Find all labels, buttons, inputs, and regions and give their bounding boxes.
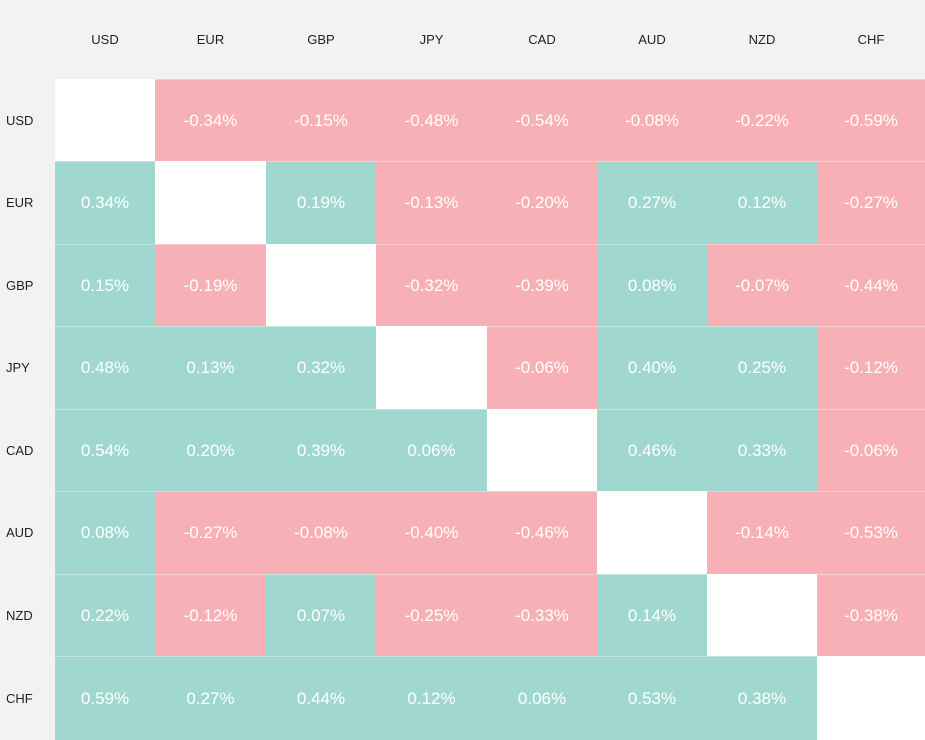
cell-jpy-gbp: 0.32% (266, 326, 376, 409)
row-header-gbp: GBP (6, 277, 34, 293)
cell-usd-gbp: -0.15% (266, 79, 376, 161)
cell-chf-jpy: 0.12% (376, 656, 487, 740)
row-header-chf: CHF (6, 690, 33, 706)
cell-usd-chf: -0.59% (817, 79, 925, 161)
cell-jpy-eur: 0.13% (155, 326, 266, 409)
cell-cad-gbp: 0.39% (266, 409, 376, 491)
cell-chf-aud: 0.53% (597, 656, 707, 740)
row-header-jpy: JPY (6, 360, 30, 375)
cell-nzd-jpy: -0.25% (376, 574, 487, 656)
cell-usd-aud: -0.08% (597, 79, 707, 161)
cell-gbp-jpy: -0.32% (376, 244, 487, 326)
cell-jpy-cad: -0.06% (487, 326, 597, 409)
cell-nzd-chf: -0.38% (817, 574, 925, 656)
cell-aud-eur: -0.27% (155, 491, 266, 574)
cell-eur-cad: -0.20% (487, 161, 597, 244)
row-header-aud: AUD (6, 525, 34, 540)
cell-chf-gbp: 0.44% (266, 656, 376, 740)
cell-nzd-usd: 0.22% (55, 574, 155, 656)
cell-nzd-aud: 0.14% (597, 574, 707, 656)
cell-aud-cad: -0.46% (487, 491, 597, 574)
cell-nzd-nzd (707, 574, 817, 656)
column-header-cad: CAD (528, 31, 556, 47)
cell-usd-eur: -0.34% (155, 79, 266, 161)
cell-cad-eur: 0.20% (155, 409, 266, 491)
column-header-nzd: NZD (748, 31, 776, 47)
row-header-usd: USD (6, 112, 34, 128)
cell-nzd-gbp: 0.07% (266, 574, 376, 656)
cell-jpy-aud: 0.40% (597, 326, 707, 409)
cell-usd-jpy: -0.48% (376, 79, 487, 161)
cell-aud-nzd: -0.14% (707, 491, 817, 574)
cell-cad-cad (487, 409, 597, 491)
cell-gbp-usd: 0.15% (55, 244, 155, 326)
cell-chf-chf (817, 656, 925, 740)
cell-jpy-nzd: 0.25% (707, 326, 817, 409)
cell-nzd-cad: -0.33% (487, 574, 597, 656)
cell-chf-nzd: 0.38% (707, 656, 817, 740)
column-header-chf: CHF (857, 31, 885, 47)
cell-usd-cad: -0.54% (487, 79, 597, 161)
cell-eur-nzd: 0.12% (707, 161, 817, 244)
cell-gbp-aud: 0.08% (597, 244, 707, 326)
row-header-nzd: NZD (6, 607, 33, 623)
cell-chf-usd: 0.59% (55, 656, 155, 740)
cell-jpy-chf: -0.12% (817, 326, 925, 409)
cell-gbp-chf: -0.44% (817, 244, 925, 326)
cell-eur-aud: 0.27% (597, 161, 707, 244)
cell-jpy-usd: 0.48% (55, 326, 155, 409)
cell-aud-chf: -0.53% (817, 491, 925, 574)
cell-usd-usd (55, 79, 155, 161)
cell-cad-usd: 0.54% (55, 409, 155, 491)
cell-aud-usd: 0.08% (55, 491, 155, 574)
cell-eur-jpy: -0.13% (376, 161, 487, 244)
cell-gbp-nzd: -0.07% (707, 244, 817, 326)
cell-chf-cad: 0.06% (487, 656, 597, 740)
cell-eur-eur (155, 161, 266, 244)
row-header-cad: CAD (6, 442, 34, 458)
column-header-aud: AUD (638, 31, 666, 47)
cell-cad-aud: 0.46% (597, 409, 707, 491)
cell-cad-chf: -0.06% (817, 409, 925, 491)
cell-eur-usd: 0.34% (55, 161, 155, 244)
column-header-eur: EUR (196, 31, 225, 47)
cell-aud-gbp: -0.08% (266, 491, 376, 574)
cell-aud-aud (597, 491, 707, 574)
cell-usd-nzd: -0.22% (707, 79, 817, 161)
cell-gbp-gbp (266, 244, 376, 326)
cell-chf-eur: 0.27% (155, 656, 266, 740)
column-header-usd: USD (91, 31, 119, 47)
row-header-eur: EUR (6, 195, 34, 210)
column-header-jpy: JPY (419, 31, 444, 47)
cell-cad-nzd: 0.33% (707, 409, 817, 491)
column-header-gbp: GBP (307, 31, 335, 47)
cell-eur-chf: -0.27% (817, 161, 925, 244)
cell-cad-jpy: 0.06% (376, 409, 487, 491)
cell-eur-gbp: 0.19% (266, 161, 376, 244)
cell-gbp-eur: -0.19% (155, 244, 266, 326)
cell-nzd-eur: -0.12% (155, 574, 266, 656)
cell-aud-jpy: -0.40% (376, 491, 487, 574)
cell-jpy-jpy (376, 326, 487, 409)
cell-gbp-cad: -0.39% (487, 244, 597, 326)
